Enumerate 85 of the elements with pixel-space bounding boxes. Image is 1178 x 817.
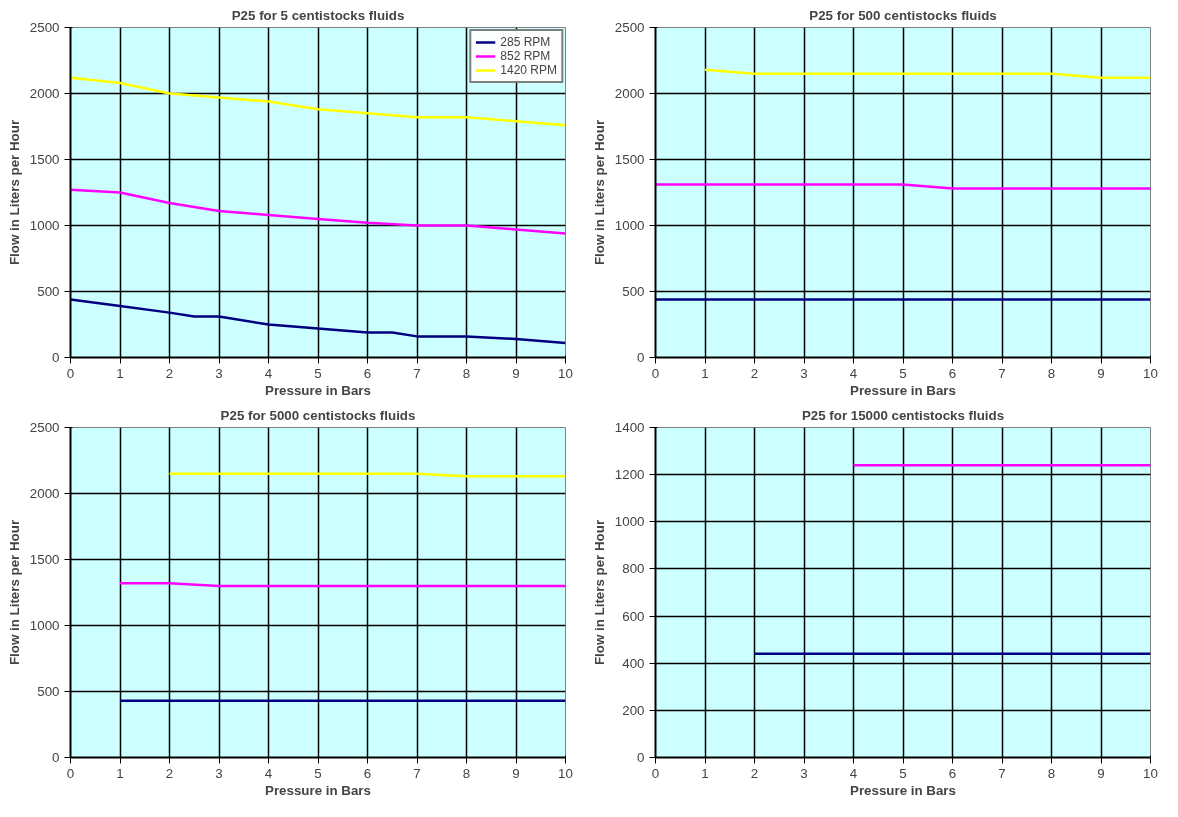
- x-tick-label: 0: [651, 365, 660, 381]
- x-tick-label: 8: [1047, 365, 1056, 381]
- x-axis-title: Pressure in Bars: [850, 782, 956, 798]
- x-tick-label: 4: [849, 365, 858, 381]
- y-tick-label: 2500: [29, 20, 60, 35]
- x-tick-label: 3: [800, 765, 808, 781]
- x-tick-label: 1: [116, 365, 124, 381]
- x-tick-label: 6: [948, 365, 957, 381]
- x-tick-label: 8: [462, 765, 471, 781]
- x-tick-label: 7: [998, 765, 1006, 781]
- y-axis-title: Flow in Liters per Hour: [591, 519, 607, 666]
- x-tick-label: 1: [701, 365, 709, 381]
- legend-label: 285 RPM: [500, 35, 551, 49]
- y-tick-label: 2500: [29, 420, 60, 435]
- y-tick-label: 1500: [29, 152, 60, 167]
- chart-title: P25 for 15000 centistocks fluids: [801, 407, 1005, 423]
- y-tick-label: 0: [52, 350, 60, 365]
- y-tick-label: 2000: [29, 486, 60, 501]
- x-tick-label: 5: [314, 765, 322, 781]
- x-axis-title: Pressure in Bars: [265, 782, 371, 798]
- x-axis-title: Pressure in Bars: [265, 382, 371, 398]
- x-tick-label: 7: [998, 365, 1006, 381]
- x-tick-label: 5: [899, 365, 907, 381]
- y-tick-label: 600: [622, 608, 645, 624]
- x-tick-label: 6: [363, 765, 372, 781]
- x-tick-label: 0: [66, 365, 75, 381]
- x-tick-label: 10: [558, 365, 573, 381]
- x-tick-label: 2: [165, 765, 174, 781]
- x-tick-label: 2: [750, 365, 759, 381]
- x-tick-label: 5: [899, 765, 907, 781]
- y-axis-title: Flow in Liters per Hour: [6, 519, 22, 666]
- y-axis-title: Flow in Liters per Hour: [591, 119, 607, 266]
- x-tick-label: 1: [701, 765, 709, 781]
- y-tick-label: 1400: [614, 420, 645, 435]
- x-axis-title: Pressure in Bars: [850, 382, 956, 398]
- x-tick-label: 2: [750, 765, 759, 781]
- x-tick-label: 10: [1143, 365, 1158, 381]
- y-tick-label: 2000: [29, 86, 60, 101]
- x-tick-label: 4: [264, 365, 273, 381]
- y-tick-label: 2500: [614, 20, 645, 35]
- x-tick-label: 6: [948, 765, 957, 781]
- x-tick-label: 6: [363, 365, 372, 381]
- y-tick-label: 1200: [614, 467, 645, 483]
- y-tick-label: 1500: [614, 152, 645, 167]
- x-tick-label: 0: [66, 765, 75, 781]
- x-tick-label: 1: [116, 765, 124, 781]
- x-tick-label: 5: [314, 365, 322, 381]
- y-tick-label: 2000: [614, 86, 645, 101]
- x-tick-label: 7: [413, 765, 421, 781]
- y-tick-label: 1000: [614, 218, 645, 233]
- y-tick-label: 1000: [29, 218, 60, 233]
- x-tick-label: 3: [800, 365, 808, 381]
- y-tick-label: 0: [52, 750, 60, 765]
- y-tick-label: 1500: [29, 552, 60, 567]
- x-tick-label: 7: [413, 365, 421, 381]
- legend-label: 852 RPM: [500, 49, 551, 63]
- y-tick-label: 1000: [29, 618, 60, 633]
- y-tick-label: 0: [637, 750, 645, 765]
- chart-title: P25 for 5000 centistocks fluids: [220, 407, 416, 423]
- y-tick-label: 500: [37, 684, 60, 699]
- chart-title: P25 for 500 centistocks fluids: [809, 7, 997, 23]
- legend-label: 1420 RPM: [500, 63, 557, 77]
- y-tick-label: 800: [622, 561, 645, 577]
- y-axis-title: Flow in Liters per Hour: [6, 119, 22, 266]
- chart-title: P25 for 5 centistocks fluids: [231, 7, 405, 23]
- x-tick-label: 9: [512, 365, 520, 381]
- x-tick-label: 3: [215, 765, 223, 781]
- x-tick-label: 9: [512, 765, 520, 781]
- y-tick-label: 500: [37, 284, 60, 299]
- x-tick-label: 10: [1143, 765, 1158, 781]
- y-tick-label: 400: [622, 655, 645, 671]
- x-tick-label: 10: [558, 765, 573, 781]
- y-tick-label: 0: [637, 350, 645, 365]
- x-tick-label: 9: [1097, 765, 1105, 781]
- x-tick-label: 8: [462, 365, 471, 381]
- x-tick-label: 4: [264, 765, 273, 781]
- x-tick-label: 2: [165, 365, 174, 381]
- x-tick-label: 3: [215, 365, 223, 381]
- y-tick-label: 1000: [614, 514, 645, 530]
- x-tick-label: 9: [1097, 365, 1105, 381]
- x-tick-label: 4: [849, 765, 858, 781]
- x-tick-label: 8: [1047, 765, 1056, 781]
- y-tick-label: 200: [622, 702, 645, 718]
- y-tick-label: 500: [622, 284, 645, 299]
- x-tick-label: 0: [651, 765, 660, 781]
